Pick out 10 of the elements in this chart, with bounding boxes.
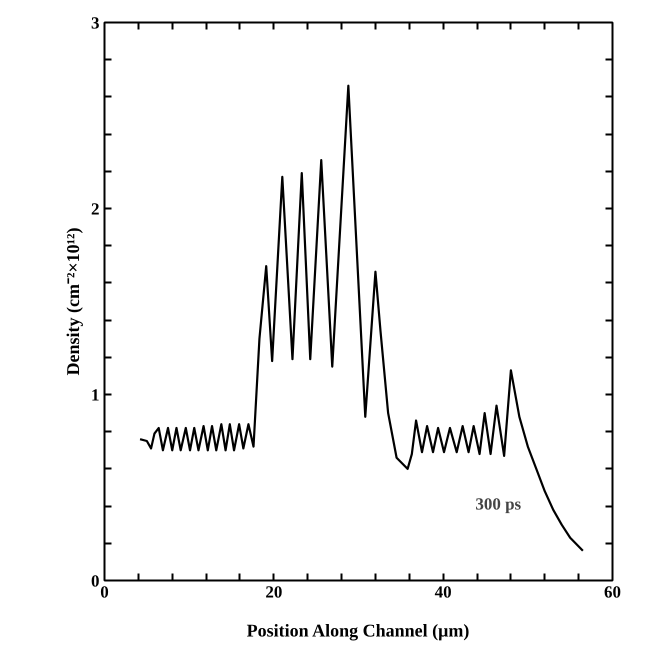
y-tick-label: 2: [91, 200, 100, 218]
line-series: [138, 84, 584, 552]
x-tick-label: 60: [604, 582, 621, 602]
annotation: 300 ps: [475, 494, 522, 514]
x-tick-label: 20: [265, 582, 282, 602]
x-axis-title: Position Along Channel (μm): [246, 620, 470, 640]
y-tick-label: 1: [91, 386, 100, 404]
y-axis-title: Density (cm⁻²×10¹²): [63, 228, 83, 376]
x-tick-label: 40: [434, 582, 452, 602]
y-tick-label: 3: [91, 14, 100, 32]
